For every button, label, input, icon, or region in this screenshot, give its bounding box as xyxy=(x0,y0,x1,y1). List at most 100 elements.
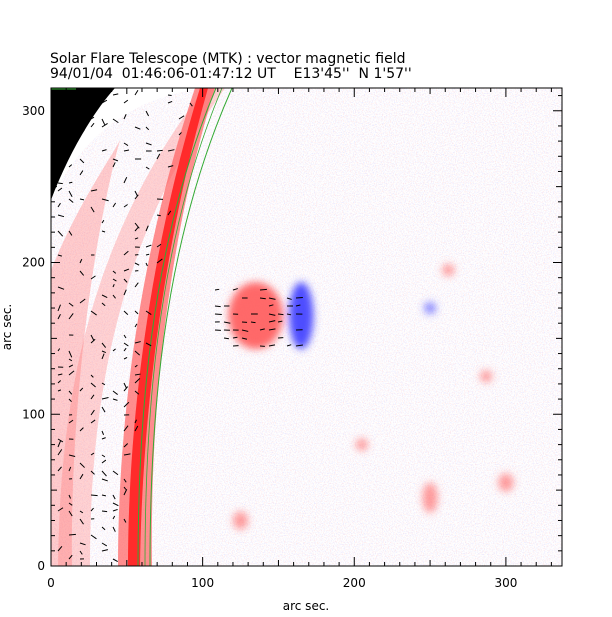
field-vector xyxy=(295,344,303,347)
field-vector xyxy=(123,342,129,347)
field-vector xyxy=(268,304,274,307)
field-vector xyxy=(101,454,106,458)
field-vector xyxy=(90,275,96,280)
y-tick-label: 100 xyxy=(22,407,45,421)
field-vector xyxy=(112,494,116,500)
field-vector xyxy=(101,219,105,224)
field-vector xyxy=(232,336,238,339)
field-vector xyxy=(57,438,64,443)
field-vector xyxy=(101,382,106,386)
field-vector xyxy=(101,118,106,126)
field-vector xyxy=(79,542,86,546)
limb-curve-mid xyxy=(144,88,223,566)
field-vector xyxy=(57,254,63,257)
field-vector xyxy=(90,409,95,416)
field-vector xyxy=(79,170,84,176)
field-vector xyxy=(167,94,172,97)
y-tick-label: 200 xyxy=(22,256,45,270)
field-vector xyxy=(68,198,74,203)
field-vector xyxy=(259,328,265,331)
field-vector xyxy=(68,181,73,184)
field-vector xyxy=(90,494,98,497)
field-vector xyxy=(112,162,116,168)
limb-wedge-left xyxy=(51,140,120,566)
field-vector xyxy=(123,486,127,490)
field-vector xyxy=(134,194,139,200)
x-tick-label: 300 xyxy=(494,576,517,590)
field-vector xyxy=(101,230,106,233)
field-vector xyxy=(134,126,141,130)
field-vector xyxy=(123,489,128,496)
field-vector xyxy=(79,198,85,201)
field-vectors xyxy=(57,89,303,563)
field-vector xyxy=(134,237,139,240)
field-vector xyxy=(68,122,73,128)
field-vector xyxy=(145,262,148,267)
field-vector xyxy=(68,466,72,472)
y-tick-label: 0 xyxy=(37,559,45,573)
field-vector xyxy=(79,129,85,136)
field-vector xyxy=(57,173,62,176)
field-vector xyxy=(79,510,84,514)
field-vector xyxy=(68,230,73,236)
field-vector xyxy=(101,350,106,354)
field-vector xyxy=(90,101,95,104)
field-vector xyxy=(101,302,106,307)
field-vector xyxy=(134,341,141,344)
field-vector xyxy=(134,419,137,424)
field-vector xyxy=(123,357,128,360)
field-vector xyxy=(79,126,84,132)
field-vector xyxy=(250,321,256,324)
field-vector xyxy=(112,118,119,124)
x-tick-labels: 0 100 200 300 xyxy=(47,576,517,590)
field-vector xyxy=(79,158,85,164)
field-vector xyxy=(123,478,127,483)
field-vector xyxy=(68,398,72,403)
field-vector xyxy=(68,502,73,506)
field-vector xyxy=(268,328,276,331)
field-vector xyxy=(178,132,182,136)
field-vector xyxy=(214,305,221,308)
field-vector xyxy=(167,165,174,168)
field-vector xyxy=(156,149,163,152)
field-vector xyxy=(134,364,138,368)
field-vector xyxy=(112,515,116,520)
field-vector xyxy=(90,310,97,316)
field-vector xyxy=(90,338,96,344)
field-vector xyxy=(101,406,106,413)
field-vector xyxy=(145,225,149,232)
field-vector xyxy=(145,253,150,256)
small-positive-spot-3 xyxy=(422,482,438,513)
field-vector xyxy=(101,510,108,513)
field-vector xyxy=(123,176,128,184)
field-vector xyxy=(57,214,65,218)
field-vector xyxy=(90,334,95,341)
field-vector xyxy=(259,288,267,291)
field-vector xyxy=(145,110,150,117)
field-vector xyxy=(68,358,73,362)
field-vector xyxy=(57,162,63,168)
field-vector xyxy=(68,313,74,320)
field-vector xyxy=(57,286,65,290)
field-vector xyxy=(189,102,193,107)
field-vector xyxy=(57,147,61,152)
field-vector xyxy=(68,454,76,457)
field-vector xyxy=(57,304,61,312)
field-vector xyxy=(286,344,292,347)
field-vector xyxy=(90,394,95,400)
field-vector xyxy=(79,427,84,432)
field-vector xyxy=(134,350,140,356)
field-vector xyxy=(134,226,139,232)
field-vector xyxy=(57,373,63,376)
field-vector xyxy=(101,430,105,435)
field-vector xyxy=(112,202,117,208)
field-vector xyxy=(134,378,141,384)
field-vector xyxy=(112,93,119,96)
field-vector xyxy=(123,401,130,408)
field-vector xyxy=(268,344,276,347)
field-vector xyxy=(214,288,220,291)
field-vector xyxy=(57,182,63,185)
field-vector xyxy=(112,558,118,563)
field-vector xyxy=(57,125,62,128)
